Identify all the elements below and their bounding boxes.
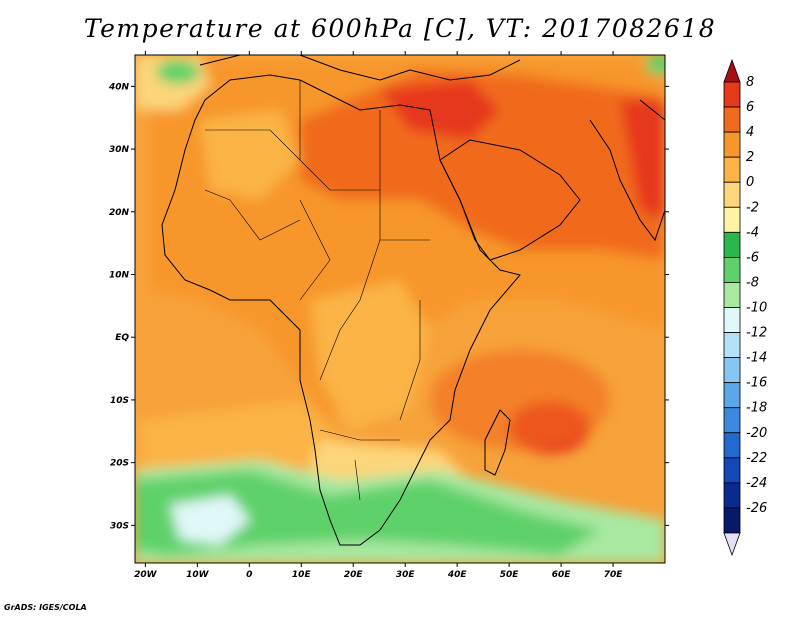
field-warm-indian-ocean <box>430 350 610 450</box>
colorbar <box>723 58 741 557</box>
colorbar-label: 4 <box>746 125 754 140</box>
colorbar-label: -8 <box>746 275 759 290</box>
colorbar-labels: 8 6 4 2 0 -2 -4 -6 -8 -10 -12 -14 -16 -18 -20 -22 -24 -26 <box>746 75 767 516</box>
colorbar-label: -2 <box>746 200 759 215</box>
lon-label: 60E <box>552 570 572 580</box>
lon-label: 0 <box>246 570 252 580</box>
field-yellow-south-atlantic <box>140 400 340 470</box>
colorbar-label: -20 <box>746 426 767 441</box>
colorbar-swatch <box>723 332 741 359</box>
map-field <box>135 55 665 563</box>
colorbar-label: -10 <box>746 301 767 316</box>
colorbar-label: 6 <box>746 100 754 115</box>
arabia-coastline <box>439 139 581 261</box>
europe-coastline <box>199 55 521 81</box>
colorbar-swatch <box>723 407 741 434</box>
colorbar-swatch <box>723 256 741 283</box>
colorbar-label: -4 <box>746 225 759 240</box>
lat-label: 40N <box>108 82 130 92</box>
colorbar-label: -18 <box>746 401 767 416</box>
field-warm-core <box>380 80 500 140</box>
field-warm-core-india <box>620 100 665 220</box>
lon-label: 10E <box>292 570 312 580</box>
lon-label: 40E <box>447 570 468 580</box>
field-yellow-central <box>310 280 430 430</box>
colorbar-label: 8 <box>746 75 754 90</box>
colorbar-swatch <box>723 131 741 158</box>
field-yellow-sahara-west <box>200 110 300 200</box>
colorbar-label: -22 <box>746 451 767 466</box>
field-green-south <box>135 470 600 555</box>
colorbar-swatch <box>723 307 741 333</box>
lon-label: 20W <box>134 570 158 580</box>
field-green-north-atlantic <box>156 60 200 84</box>
colorbar-swatch <box>723 81 741 108</box>
colorbar-label: -6 <box>746 250 759 265</box>
axis-ticks <box>131 51 669 567</box>
india-coastline <box>589 99 665 242</box>
lon-label: 20E <box>344 570 364 580</box>
colorbar-label: -14 <box>746 351 767 366</box>
africa-coastline <box>161 74 521 546</box>
colorbar-swatch <box>723 106 741 133</box>
lon-label: 10W <box>186 570 210 580</box>
lat-label: 30S <box>110 521 129 531</box>
lat-label: EQ <box>115 333 129 343</box>
colorbar-swatch <box>723 482 741 509</box>
colorbar-swatch <box>723 156 741 183</box>
lat-label: 10S <box>110 396 129 406</box>
colorbar-swatch <box>723 357 741 384</box>
map-title: Temperature at 600hPa [C], VT: 201708261… <box>83 14 717 43</box>
lat-label: 20N <box>109 208 130 218</box>
colorbar-top-arrow <box>723 58 741 83</box>
colorbar-swatch <box>723 457 741 484</box>
lat-label: 20S <box>110 459 129 469</box>
colorbar-label: 2 <box>746 150 754 165</box>
colorbar-label: -26 <box>746 501 767 516</box>
colorbar-swatch <box>723 507 741 534</box>
colorbar-label: -16 <box>746 376 767 391</box>
colorbar-swatch <box>723 382 741 409</box>
grads-credit: GrADS: IGES/COLA <box>4 603 87 612</box>
colorbar-bottom-arrow <box>723 532 741 557</box>
map-frame <box>134 54 666 564</box>
lon-label: 30E <box>396 570 416 580</box>
field-green-northeast <box>645 55 665 75</box>
field-warm-band <box>300 70 665 260</box>
colorbar-swatch <box>723 432 741 459</box>
longitude-labels: 20W 10W 0 10E 20E 30E 40E 50E 60E 70E <box>134 570 623 580</box>
colorbar-label: -12 <box>746 326 767 341</box>
colorbar-swatch <box>723 206 741 233</box>
colorbar-label: 0 <box>746 175 754 190</box>
lat-label: 10N <box>109 271 130 281</box>
lon-label: 50E <box>500 570 520 580</box>
colorbar-label: -24 <box>746 476 767 491</box>
coastlines <box>161 55 665 546</box>
country-borders <box>204 80 430 501</box>
lon-label: 70E <box>604 570 624 580</box>
colorbar-swatch <box>723 231 741 258</box>
madagascar-coastline <box>484 409 511 476</box>
latitude-labels: 40N 30N 20N 10N EQ 10S 20S 30S <box>108 82 130 531</box>
lat-label: 30N <box>109 145 130 155</box>
colorbar-swatch <box>723 181 741 208</box>
field-cold-patch <box>170 495 250 545</box>
colorbar-swatch <box>723 282 741 308</box>
